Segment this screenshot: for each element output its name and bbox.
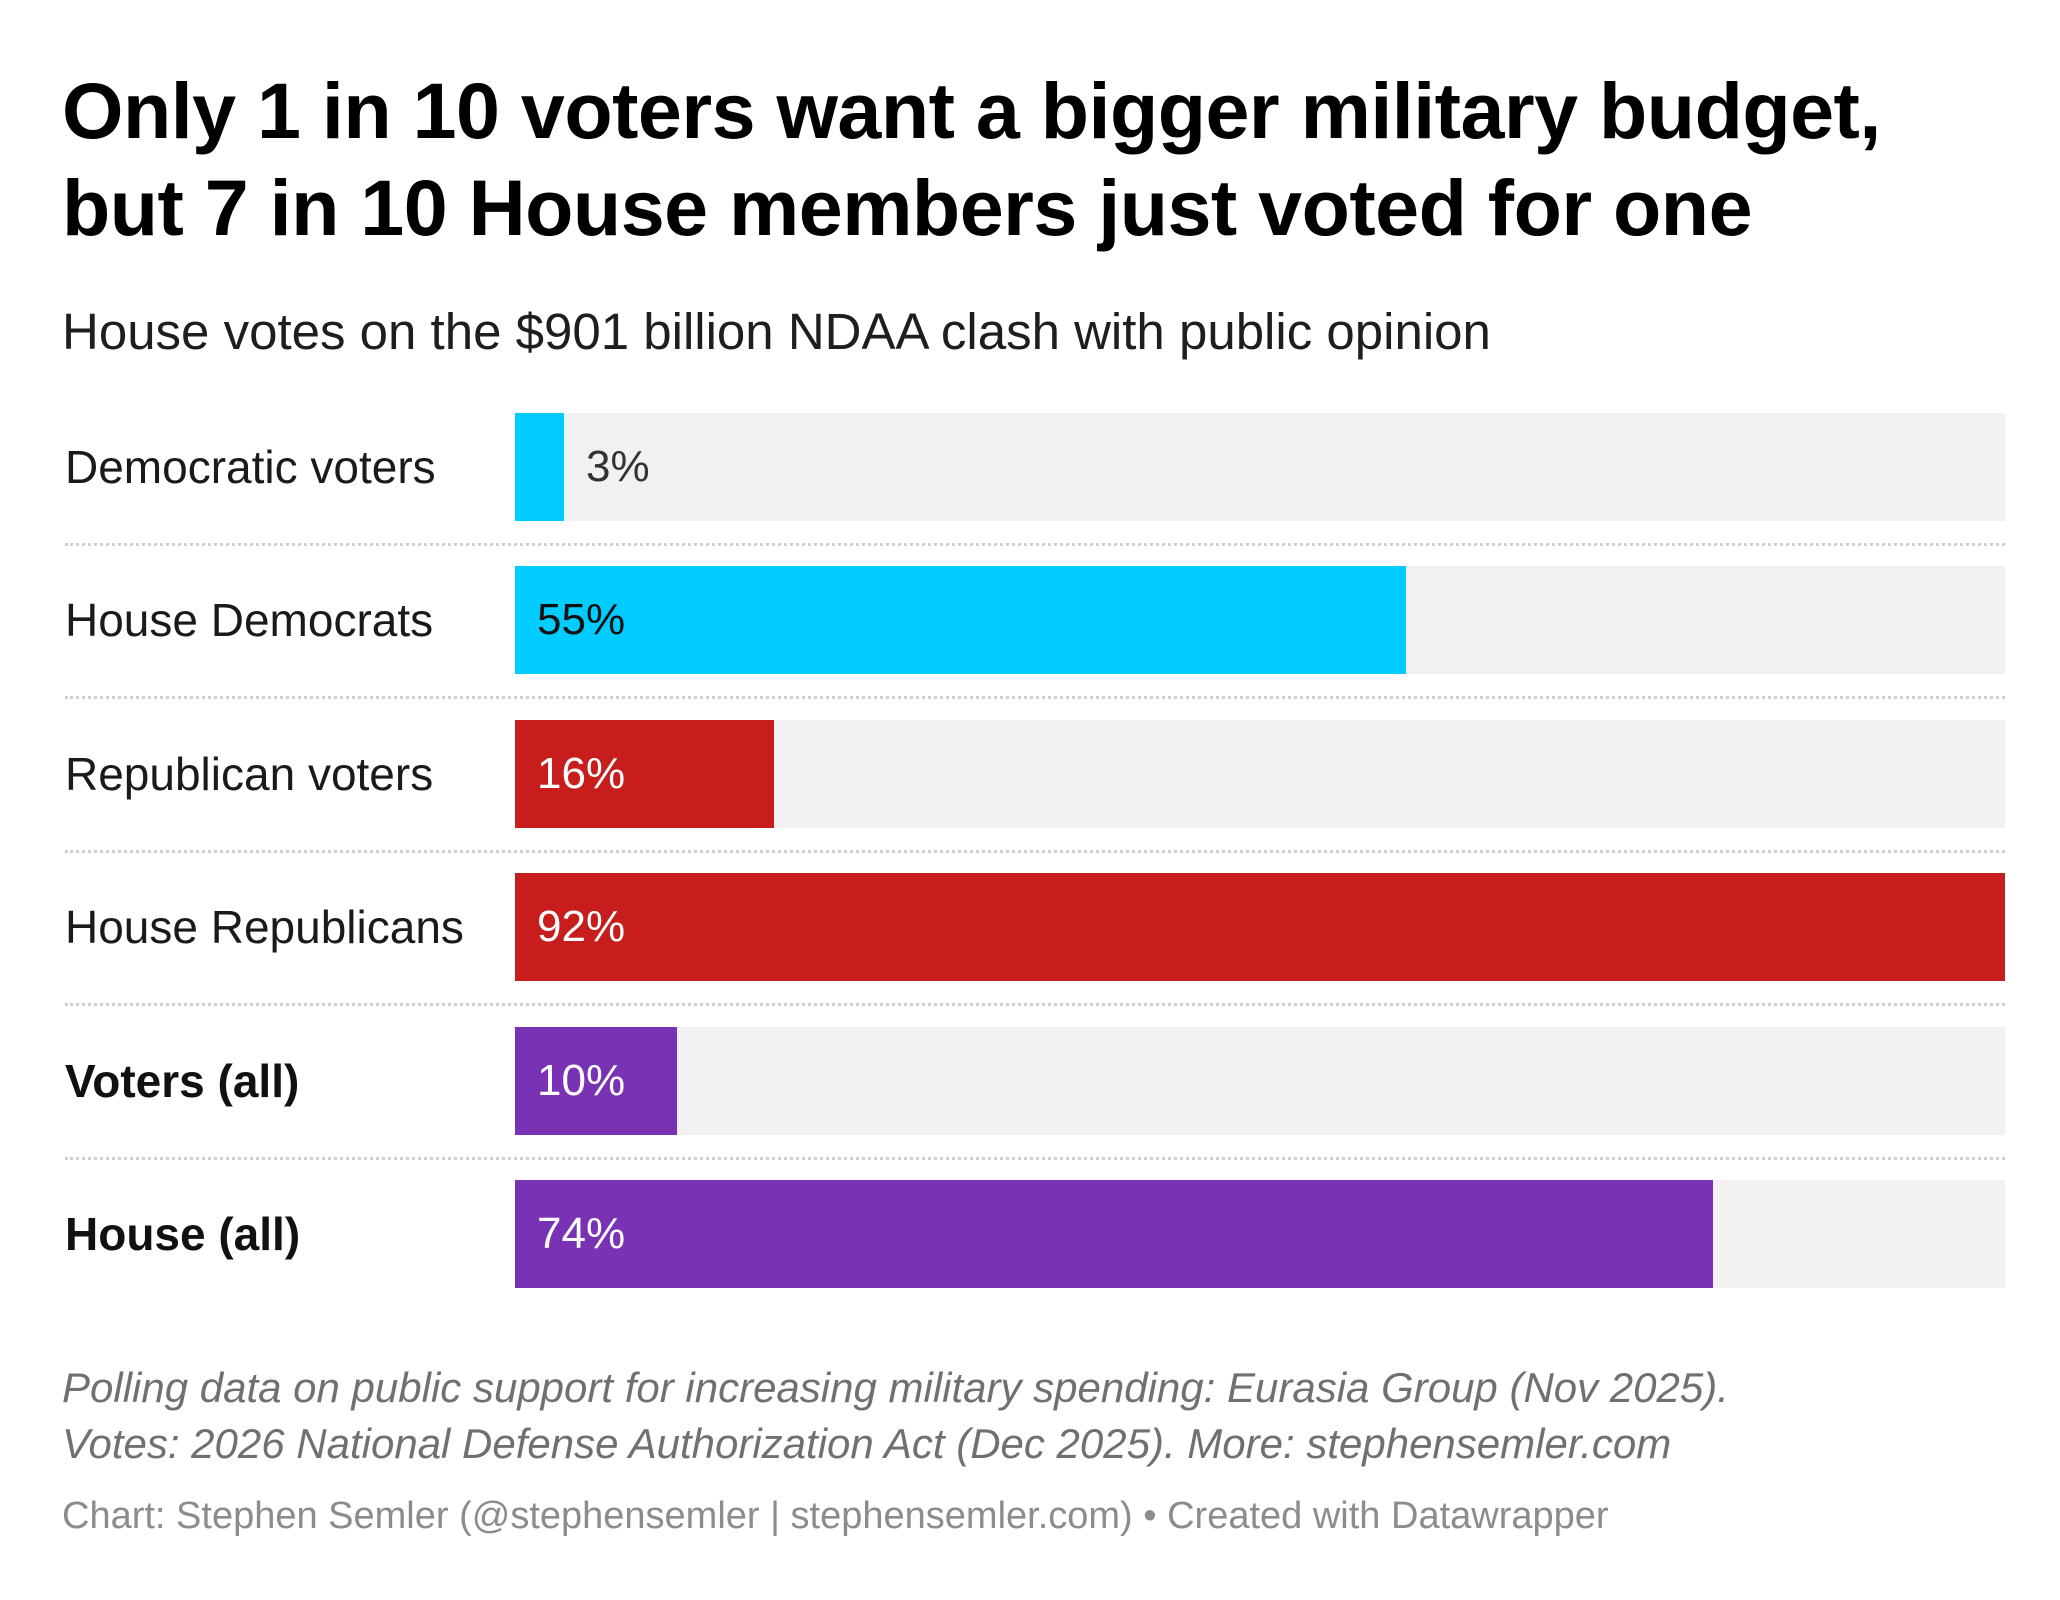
bar-house-all — [515, 1180, 1713, 1288]
row-divider — [65, 696, 2005, 699]
chart-title: Only 1 in 10 voters want a bigger milita… — [62, 62, 2022, 256]
value-label-republican-voters: 16% — [537, 749, 626, 798]
notes-line-1: Polling data on public support for incre… — [62, 1364, 1729, 1411]
row-divider — [65, 850, 2005, 853]
row-label-democratic-voters: Democratic voters — [65, 441, 436, 493]
notes-line-2: Votes: 2026 National Defense Authorizati… — [62, 1420, 1672, 1467]
row-label-house-democrats: House Democrats — [65, 594, 434, 646]
bar-democratic-voters — [515, 413, 564, 521]
value-label-house-all: 74% — [537, 1209, 626, 1258]
bar-track-democratic-voters — [515, 413, 2005, 521]
row-label-republican-voters: Republican voters — [65, 748, 434, 800]
bar-republican-voters — [515, 720, 774, 828]
value-label-democratic-voters: 3% — [586, 442, 650, 491]
row-label-voters-all: Voters (all) — [65, 1055, 300, 1107]
row-divider — [65, 543, 2005, 546]
value-label-house-republicans: 92% — [537, 902, 626, 951]
value-label-voters-all: 10% — [537, 1056, 626, 1105]
value-label-house-democrats: 55% — [537, 595, 626, 644]
row-label-house-republicans: House Republicans — [65, 901, 464, 953]
chart-title-line-1: Only 1 in 10 voters want a bigger milita… — [62, 66, 1881, 155]
row-label-house-all: House (all) — [65, 1208, 301, 1260]
bar-voters-all — [515, 1027, 677, 1135]
row-divider — [65, 1157, 2005, 1160]
bar-house-democrats — [515, 566, 1406, 674]
row-divider — [65, 1003, 2005, 1006]
chart-credit: Chart: Stephen Semler (@stephensemler | … — [62, 1495, 1609, 1537]
chart-notes: Polling data on public support for incre… — [62, 1360, 2022, 1472]
chart-subtitle: House votes on the $901 billion NDAA cla… — [62, 303, 1491, 360]
bar-track-voters-all — [515, 1027, 2005, 1135]
chart-title-line-2: but 7 in 10 House members just voted for… — [62, 163, 1753, 252]
bar-house-republicans — [515, 873, 2005, 981]
